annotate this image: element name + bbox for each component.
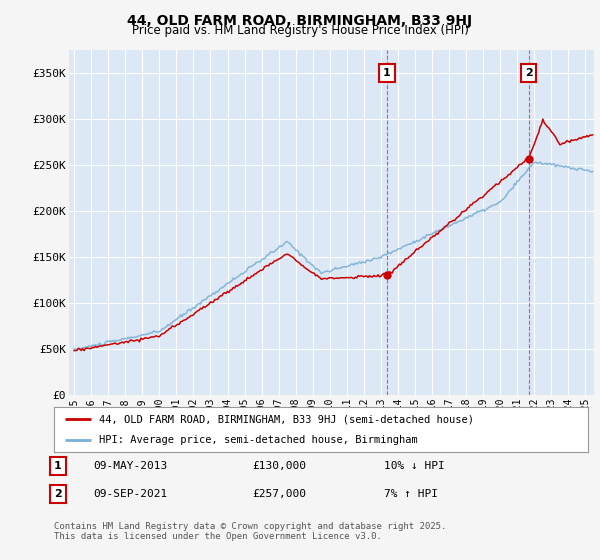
Text: £130,000: £130,000 bbox=[252, 461, 306, 471]
Text: Price paid vs. HM Land Registry's House Price Index (HPI): Price paid vs. HM Land Registry's House … bbox=[131, 24, 469, 37]
Text: 7% ↑ HPI: 7% ↑ HPI bbox=[384, 489, 438, 499]
Text: 09-MAY-2013: 09-MAY-2013 bbox=[93, 461, 167, 471]
Text: £257,000: £257,000 bbox=[252, 489, 306, 499]
Text: 44, OLD FARM ROAD, BIRMINGHAM, B33 9HJ (semi-detached house): 44, OLD FARM ROAD, BIRMINGHAM, B33 9HJ (… bbox=[100, 414, 475, 424]
Text: 1: 1 bbox=[383, 68, 391, 78]
Point bbox=[382, 271, 392, 280]
Text: 44, OLD FARM ROAD, BIRMINGHAM, B33 9HJ: 44, OLD FARM ROAD, BIRMINGHAM, B33 9HJ bbox=[127, 14, 473, 28]
Text: 2: 2 bbox=[525, 68, 533, 78]
Text: 2: 2 bbox=[54, 489, 62, 499]
Text: 10% ↓ HPI: 10% ↓ HPI bbox=[384, 461, 445, 471]
Point bbox=[524, 155, 533, 164]
Text: 1: 1 bbox=[54, 461, 62, 471]
Text: Contains HM Land Registry data © Crown copyright and database right 2025.
This d: Contains HM Land Registry data © Crown c… bbox=[54, 522, 446, 542]
Text: 09-SEP-2021: 09-SEP-2021 bbox=[93, 489, 167, 499]
Text: HPI: Average price, semi-detached house, Birmingham: HPI: Average price, semi-detached house,… bbox=[100, 435, 418, 445]
